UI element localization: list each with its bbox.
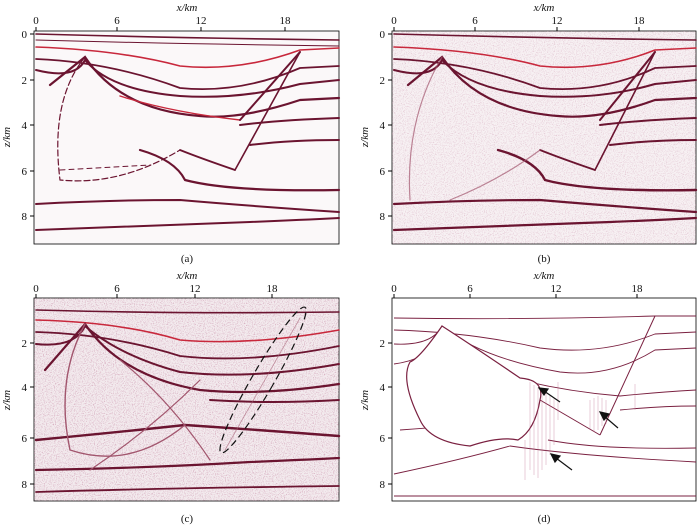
panel-b-yticks: 0 2 4 6 8 [380,29,392,223]
panel-b-ytick-6: 6 [380,166,386,178]
panel-a-ylabel: z/km [1,127,13,148]
panel-d-xtick-0: 0 [391,283,397,295]
panel-b-xtick-6: 6 [472,15,478,27]
panel-b-xlabel: x/km [533,2,555,14]
panel-a-xtick-6: 6 [114,15,120,27]
panel-a-ytick-8: 8 [22,211,28,223]
panel-d-ytick-2: 2 [380,338,386,350]
panel-d-yticks: 2 4 6 8 [380,338,392,491]
panel-b-ytick-8: 8 [380,211,386,223]
panel-c-reflectors [34,309,341,493]
panel-c-ytick-4: 4 [22,382,28,394]
panel-a-xtick-18: 18 [280,15,292,27]
panel-b-xtick-0: 0 [391,15,397,27]
panel-a-xtick-12: 12 [196,15,207,27]
panel-c-ytick-6: 6 [22,433,28,445]
panel-b-ylabel: z/km [359,127,371,148]
panel-d-caption: (d) [538,513,551,525]
panel-d-ytick-8: 8 [380,479,386,491]
panel-c-xtick-18: 18 [267,283,279,295]
panel-d-ylabel: z/km [359,390,371,411]
panel-c-xlabel: x/km [176,270,198,282]
panel-a: 0 6 12 18 x/km 0 2 4 6 8 z/km (a) [1,2,341,265]
arrow-1-icon [537,387,561,403]
panel-a-ytick-6: 6 [22,166,28,178]
panel-c-ylabel: z/km [1,390,13,411]
panel-b-xtick-18: 18 [634,15,646,27]
panel-a-yticks: 0 2 4 6 8 [22,29,34,223]
panel-a-reflectors [35,33,341,231]
panel-a-xticks: 0 6 12 18 [33,15,291,31]
panel-c-ellipse-marker [219,306,307,454]
panel-b-caption: (b) [538,253,551,265]
arrow-2-icon [598,411,619,429]
panel-b-ytick-4: 4 [380,120,386,132]
panel-d-ytick-6: 6 [380,433,386,445]
panel-a-xlabel: x/km [176,2,198,14]
panel-c-xtick-0: 0 [33,283,39,295]
panel-c-yticks: 2 4 6 8 [22,338,34,491]
panel-d-arrows [537,387,619,471]
panel-d-salt-body [406,325,542,447]
panel-c-ytick-8: 8 [22,479,28,491]
panel-c-xticks: 0 6 12 18 [33,283,278,298]
panel-d-fault [599,315,656,436]
panel-d-xtick-12: 12 [551,283,562,295]
panel-a-caption: (a) [181,253,194,265]
panel-b: 0 6 12 18 x/km 0 2 4 6 8 z/km (b) [359,2,698,265]
panel-b-ytick-0: 0 [380,29,386,41]
panel-c-xtick-12: 12 [190,283,201,295]
panel-d-xlabel: x/km [533,270,555,282]
panel-d-xtick-18: 18 [632,283,644,295]
panel-d: 0 6 12 18 x/km 2 4 6 8 z/km (d) [359,270,697,525]
panel-c-xtick-6: 6 [114,283,120,295]
panel-c: 0 6 12 18 x/km 2 4 6 8 z/km (c) [1,270,341,525]
panel-c-caption: (c) [181,513,194,525]
panel-b-ytick-2: 2 [380,75,386,87]
panel-a-ytick-2: 2 [22,75,28,87]
panel-a-ytick-0: 0 [22,29,28,41]
panel-b-xtick-12: 12 [552,15,563,27]
panel-a-ytick-4: 4 [22,120,28,132]
panel-d-xtick-6: 6 [467,283,473,295]
panel-d-xticks: 0 6 12 18 [391,283,643,298]
panel-c-ytick-2: 2 [22,338,28,350]
panel-b-reflectors [392,33,698,232]
panel-b-xticks: 0 6 12 18 [391,15,645,31]
panel-d-ytick-4: 4 [380,382,386,394]
arrow-3-icon [549,453,573,471]
panel-a-xtick-0: 0 [33,15,39,27]
